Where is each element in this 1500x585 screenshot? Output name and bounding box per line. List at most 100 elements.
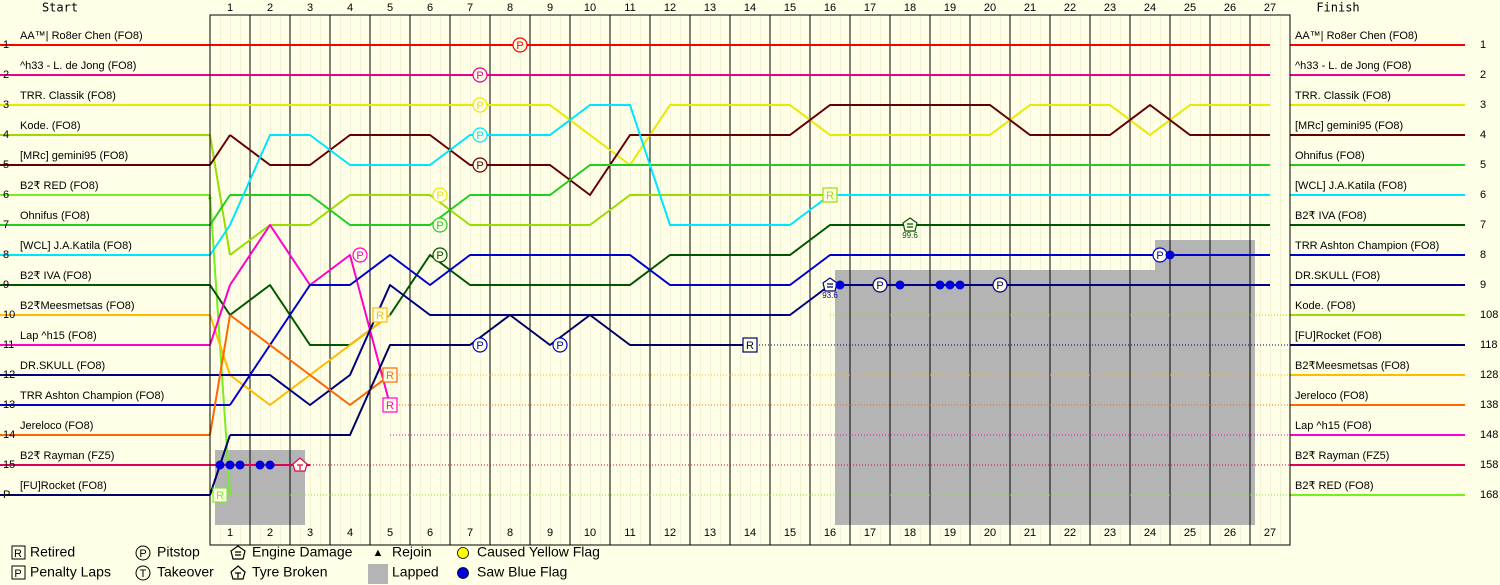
- lap-label-top: 15: [784, 2, 796, 14]
- start-position: 15: [3, 459, 15, 471]
- finish-position: 9: [1480, 279, 1486, 291]
- finish-position: 148: [1480, 429, 1498, 441]
- lap-label-top: 23: [1104, 2, 1116, 14]
- blue-flag: [1165, 250, 1175, 260]
- finish-position: 118: [1480, 339, 1498, 351]
- lap-label-top: 12: [664, 2, 676, 14]
- finish-position: 128: [1480, 369, 1498, 381]
- pitstop-symbol: P: [876, 280, 883, 292]
- start-driver: B2₹ RED (FO8): [20, 180, 99, 192]
- lap-label-bottom: 12: [664, 527, 676, 539]
- lap-label-top: 11: [624, 2, 635, 14]
- start-stub: [209, 134, 231, 166]
- engine-note: 93.6: [822, 291, 838, 300]
- lap-label-bottom: 5: [387, 527, 393, 539]
- pitstop-marker: [432, 187, 448, 203]
- legend-label: Takeover: [157, 564, 214, 580]
- pitstop-marker: [432, 247, 448, 263]
- start-driver: Ohnifus (FO8): [20, 210, 90, 222]
- retired-marker: [382, 397, 398, 413]
- legend-circle: [135, 565, 151, 581]
- finish-driver: AA™| Ro8er Chen (FO8): [1295, 30, 1418, 42]
- pitstop-symbol: P: [436, 190, 443, 202]
- tyre-icon: [292, 457, 308, 472]
- start-driver: [WCL] J.A.Katila (FO8): [20, 240, 132, 252]
- finish-position: 158: [1480, 459, 1498, 471]
- lap-label-bottom: 14: [744, 527, 756, 539]
- pitstop-marker: [352, 247, 368, 263]
- lap-label-bottom: 21: [1024, 527, 1036, 539]
- start-position: 13: [3, 399, 15, 411]
- start-driver: Jereloco (FO8): [20, 420, 93, 432]
- finish-position: 5: [1480, 159, 1486, 171]
- lap-label-top: 14: [744, 2, 756, 14]
- legend-label: Rejoin: [392, 544, 432, 560]
- finish-position: 2: [1480, 69, 1486, 81]
- start-driver: ^h33 - L. de Jong (FO8): [20, 60, 136, 72]
- legend-box: [11, 565, 26, 580]
- finish-position: 168: [1480, 489, 1498, 501]
- blue-flag: [265, 460, 275, 470]
- pitstop-symbol: P: [476, 70, 483, 82]
- finish-driver: B2₹ RED (FO8): [1295, 480, 1374, 492]
- finish-driver: ^h33 - L. de Jong (FO8): [1295, 60, 1411, 72]
- pitstop-marker: [992, 277, 1008, 293]
- legend-symbol: P: [139, 548, 146, 560]
- start-position: 14: [3, 429, 15, 441]
- pitstop-marker: [472, 67, 488, 83]
- retired-symbol: R: [376, 310, 384, 322]
- lap-label-bottom: 25: [1184, 527, 1196, 539]
- retired-marker: [382, 367, 398, 383]
- legend-label: Saw Blue Flag: [477, 564, 567, 580]
- lap-label-bottom: 6: [427, 527, 433, 539]
- legend-label: Engine Damage: [252, 544, 353, 560]
- start-position: P: [3, 489, 10, 501]
- retired-marker: [372, 307, 388, 323]
- start-position: 5: [3, 159, 9, 171]
- start-stub: [209, 224, 231, 256]
- finish-driver: DR.SKULL (FO8): [1295, 270, 1380, 282]
- lap-label-bottom: 3: [307, 527, 313, 539]
- start-driver: [MRc] gemini95 (FO8): [20, 150, 128, 162]
- lap-label-bottom: 24: [1144, 527, 1156, 539]
- legend-label: Retired: [30, 544, 75, 560]
- start-driver: DR.SKULL (FO8): [20, 360, 105, 372]
- finish-driver: B2₹ Rayman (FZ5): [1295, 450, 1389, 462]
- pitstop-symbol: P: [476, 340, 483, 352]
- finish-position: 8: [1480, 249, 1486, 261]
- pitstop-symbol: P: [356, 250, 363, 262]
- lap-label-top: 19: [944, 2, 956, 14]
- lap-label-bottom: 20: [984, 527, 996, 539]
- lap-label-top: 4: [347, 2, 353, 14]
- driver-line: [229, 254, 1270, 406]
- tyre-icon: [230, 565, 246, 580]
- lap-label-bottom: 19: [944, 527, 956, 539]
- finish-driver: [MRc] gemini95 (FO8): [1295, 120, 1403, 132]
- start-position: 6: [3, 189, 9, 201]
- blue-flag: [945, 280, 955, 290]
- start-position: 2: [3, 69, 9, 81]
- driver-line: [230, 164, 1270, 226]
- lap-label-top: 6: [427, 2, 433, 14]
- finish-driver: Lap ^h15 (FO8): [1295, 420, 1372, 432]
- lap-label-bottom: 9: [547, 527, 553, 539]
- blue-flag: [935, 280, 945, 290]
- lap-label-top: 7: [467, 2, 473, 14]
- engine-icon: [230, 545, 246, 560]
- finish-position: 4: [1480, 129, 1486, 141]
- legend-symbol: P: [14, 568, 21, 580]
- lap-label-top: 20: [984, 2, 996, 14]
- lap-label-top: 5: [387, 2, 393, 14]
- start-driver: Lap ^h15 (FO8): [20, 330, 97, 342]
- lap-label-bottom: 17: [864, 527, 876, 539]
- start-driver: B2₹ Rayman (FZ5): [20, 450, 114, 462]
- finish-driver: TRR Ashton Champion (FO8): [1295, 240, 1439, 252]
- lap-label-top: 17: [864, 2, 876, 14]
- start-position: 10: [3, 309, 15, 321]
- legend-label: Pitstop: [157, 544, 200, 560]
- pitstop-marker: [552, 337, 568, 353]
- blue-flag: [955, 280, 965, 290]
- pitstop-marker: [512, 37, 528, 53]
- blue-flag: [215, 460, 225, 470]
